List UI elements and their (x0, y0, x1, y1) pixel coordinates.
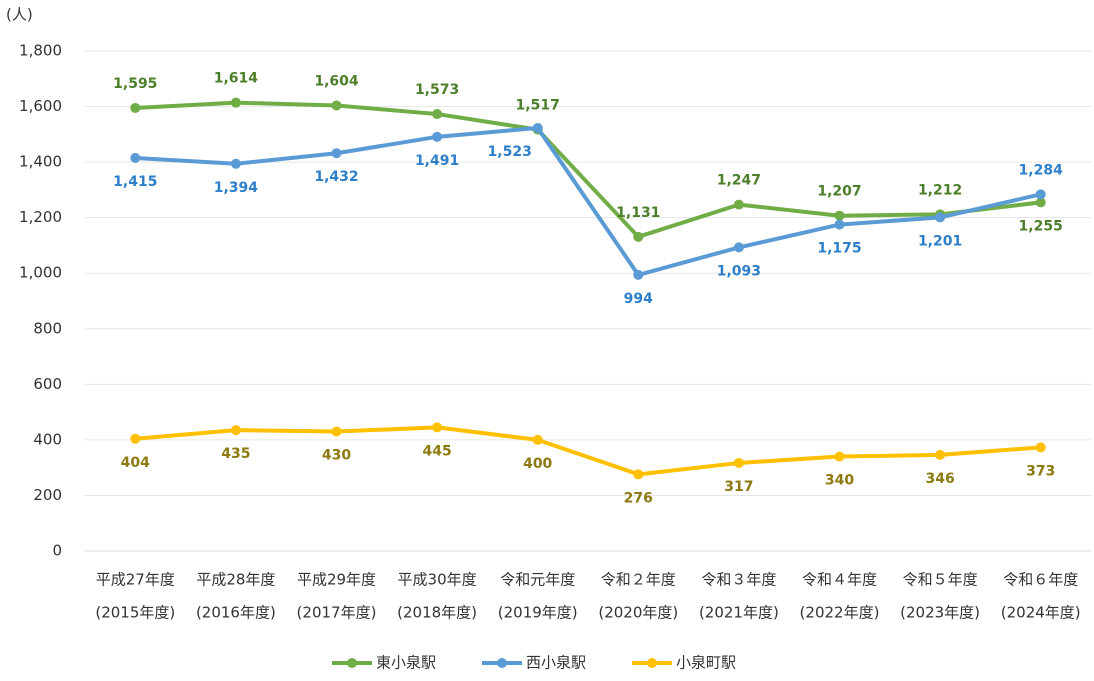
point (935, 212, 946, 223)
data-label: 1,284 (1019, 162, 1064, 178)
y-tick-label: 0 (52, 542, 62, 560)
data-label: 1,093 (717, 263, 761, 279)
point (834, 210, 845, 221)
y-tick-label: 1,600 (19, 97, 62, 115)
y-tick-label: 1,400 (19, 153, 62, 171)
legend-label: 小泉町駅 (676, 654, 736, 672)
x-tick-label: 令和２年度 (601, 571, 676, 589)
point (733, 199, 744, 210)
data-label: 1,595 (113, 76, 157, 92)
legend-marker (497, 658, 507, 668)
point (733, 457, 744, 468)
data-label: 1,517 (516, 98, 560, 114)
y-tick-label: 1,000 (19, 264, 62, 282)
y-tick-label: 800 (33, 319, 62, 337)
y-tick-label: 400 (33, 430, 62, 448)
x-tick-label: 令和３年度 (701, 571, 776, 589)
y-tick-label: 600 (33, 375, 62, 393)
point (331, 148, 342, 159)
point (733, 242, 744, 253)
data-label: 445 (422, 443, 451, 459)
x-tick-label: (2019年度) (498, 604, 578, 622)
data-label: 435 (221, 446, 250, 462)
series-line (135, 425, 1041, 477)
point (834, 451, 845, 462)
point (633, 231, 644, 242)
y-axis-label: (人) (6, 6, 33, 24)
data-label: 346 (925, 471, 954, 487)
legend-label: 西小泉駅 (526, 654, 586, 672)
series-line (135, 125, 1042, 277)
data-label: 1,573 (415, 82, 459, 98)
data-label: 1,131 (616, 205, 660, 221)
x-tick-label: (2023年度) (900, 604, 980, 622)
point (935, 449, 946, 460)
point (130, 433, 141, 444)
data-label: 1,201 (918, 233, 962, 249)
x-tick-label: 令和４年度 (802, 571, 877, 589)
point (633, 469, 644, 480)
x-tick-label: (2024年度) (1001, 604, 1081, 622)
y-tick-label: 200 (33, 486, 62, 504)
point (1035, 442, 1046, 453)
legend-marker (347, 658, 357, 668)
data-label: 1,432 (314, 169, 358, 185)
point (230, 425, 241, 436)
x-tick-label: (2022年度) (800, 604, 880, 622)
data-label: 317 (724, 479, 753, 495)
x-tick-label: 平成28年度 (196, 571, 275, 589)
x-tick-label: (2015年度) (95, 604, 175, 622)
point (1035, 189, 1046, 200)
point (432, 422, 443, 433)
x-tick-label: 平成30年度 (398, 571, 477, 589)
data-label: 994 (624, 291, 653, 307)
data-label: 1,247 (717, 173, 761, 189)
x-tick-label: (2020年度) (598, 604, 678, 622)
x-tick-label: 令和元年度 (500, 571, 575, 589)
series-line (135, 100, 1041, 239)
x-tick-label: (2018年度) (397, 604, 477, 622)
x-tick-label: (2017年度) (297, 604, 377, 622)
point (230, 158, 241, 169)
data-label: 1,523 (488, 144, 532, 160)
data-label: 1,415 (113, 174, 157, 190)
x-tick-label: 令和６年度 (1003, 571, 1078, 589)
data-label: 1,212 (918, 182, 962, 198)
data-label: 1,175 (817, 241, 861, 257)
legend-label: 東小泉駅 (376, 654, 436, 672)
data-label: 1,207 (817, 184, 861, 200)
data-label: 1,394 (214, 180, 259, 196)
y-tick-label: 1,200 (19, 208, 62, 226)
point (432, 131, 443, 142)
data-label: 430 (322, 448, 351, 464)
point (432, 109, 443, 120)
data-label: 1,604 (314, 73, 359, 89)
x-tick-label: 平成29年度 (297, 571, 376, 589)
point (130, 152, 141, 163)
data-label: 1,255 (1019, 218, 1063, 234)
data-label: 373 (1026, 463, 1055, 479)
data-label: 276 (624, 490, 653, 506)
data-label: 1,491 (415, 153, 459, 169)
point (230, 97, 241, 108)
point (1035, 197, 1046, 208)
point (834, 219, 845, 230)
data-label: 340 (825, 473, 854, 489)
x-tick-label: (2021年度) (699, 604, 779, 622)
data-label: 404 (121, 455, 150, 471)
point (331, 100, 342, 111)
x-tick-label: 令和５年度 (903, 571, 978, 589)
point (633, 269, 644, 280)
point (532, 434, 543, 445)
point (130, 102, 141, 113)
data-label: 1,614 (214, 71, 259, 87)
x-tick-label: (2016年度) (196, 604, 276, 622)
x-tick-label: 平成27年度 (96, 571, 175, 589)
data-label: 400 (523, 456, 552, 472)
y-tick-label: 1,800 (19, 42, 62, 60)
point (331, 426, 342, 437)
point (532, 122, 543, 133)
legend-marker (647, 658, 657, 668)
